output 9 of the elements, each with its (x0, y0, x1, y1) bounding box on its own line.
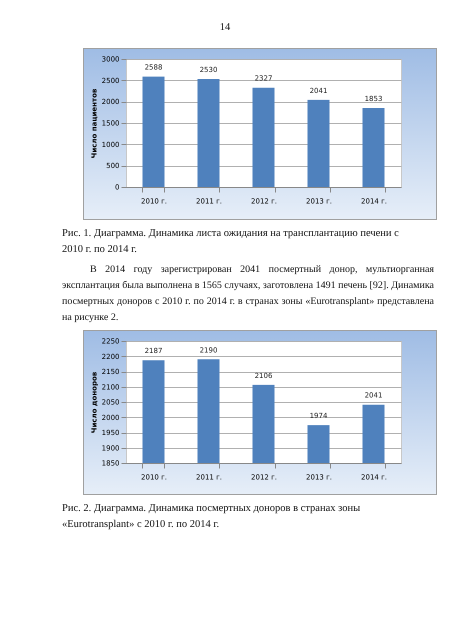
text: Рис. 2. Диаграмма. Динамика посмертных доноров в странах зоны «Eurotransplant» с 2010 г. по 2014 г. (62, 502, 362, 532)
bar (252, 88, 274, 187)
bar (308, 100, 330, 187)
bar (142, 76, 164, 187)
bar (362, 108, 384, 187)
text: Рис. 1. Диаграмма. Динамика листа ожидания на трансплантацию печени с 2010 г. по 2014 г. (62, 226, 400, 256)
text: В 2014 году зарегистрирован 2041 посмертный донор, мультиорганная эксплантация была выполнена в 1565 случаях, заготовлена 1491 печень [92]. Динамика посмертных доноров с 2010 г. по 2014 г. в странах зоны «Eurotransplant» представлена на рисунке 2. (62, 262, 434, 324)
text: 14 (218, 21, 232, 35)
bar (198, 79, 220, 187)
